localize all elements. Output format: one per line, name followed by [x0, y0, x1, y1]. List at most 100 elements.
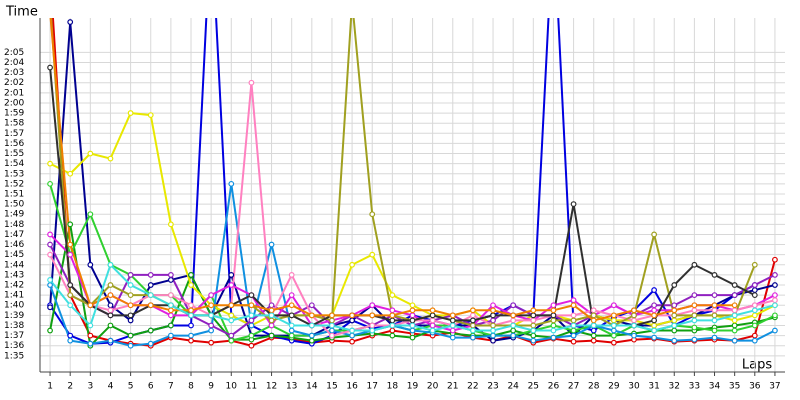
data-point — [651, 322, 658, 329]
data-point — [208, 292, 215, 299]
data-point — [731, 322, 738, 329]
data-point — [691, 317, 698, 324]
data-point — [490, 322, 496, 329]
data-point — [167, 332, 174, 339]
data-point — [570, 317, 577, 324]
data-point — [228, 302, 235, 309]
data-point — [550, 317, 557, 324]
data-point — [449, 312, 456, 319]
data-point — [731, 292, 738, 299]
data-point — [228, 337, 235, 344]
x-tick-label: 2 — [67, 382, 73, 392]
data-point — [167, 221, 174, 228]
data-point — [651, 302, 658, 309]
data-point — [369, 302, 376, 309]
x-tick-label: 16 — [346, 382, 358, 392]
data-point — [369, 312, 376, 319]
data-point — [490, 317, 496, 324]
data-point — [731, 302, 738, 309]
data-point — [107, 282, 114, 288]
y-tick-label: 1:50 — [4, 200, 24, 210]
data-point — [248, 302, 255, 309]
data-point — [47, 64, 53, 71]
data-point — [590, 337, 597, 344]
data-point — [631, 312, 637, 319]
data-point — [651, 327, 658, 334]
data-point — [470, 307, 476, 314]
y-tick-label: 1:55 — [4, 149, 24, 159]
data-point — [127, 312, 134, 319]
data-point — [751, 312, 758, 319]
data-point — [308, 312, 315, 319]
data-point — [772, 256, 778, 263]
data-point — [188, 302, 194, 309]
x-tick-label: 34 — [709, 382, 721, 392]
data-point — [288, 272, 295, 278]
data-point — [67, 292, 74, 299]
data-point — [691, 261, 698, 268]
data-point — [308, 322, 315, 329]
x-tick-label: 31 — [648, 382, 659, 392]
x-tick-label: 12 — [266, 382, 277, 392]
data-point — [389, 327, 396, 334]
data-point — [711, 292, 718, 299]
data-point — [349, 317, 355, 324]
y-tick-label: 1:52 — [4, 179, 24, 189]
data-point — [510, 312, 517, 319]
data-point — [87, 211, 94, 218]
data-point — [751, 261, 758, 268]
data-point — [530, 317, 537, 324]
data-point — [409, 322, 416, 329]
data-point — [409, 302, 416, 309]
y-tick-label: 1:35 — [4, 351, 24, 361]
data-point — [288, 292, 295, 299]
data-point — [167, 292, 174, 299]
y-tick-label: 1:40 — [4, 301, 24, 311]
data-point — [167, 322, 174, 329]
data-point — [87, 340, 94, 347]
data-point — [470, 334, 476, 341]
data-point — [147, 292, 154, 299]
data-point — [550, 307, 557, 314]
data-point — [147, 302, 154, 309]
data-point — [610, 322, 617, 329]
data-point — [349, 312, 355, 319]
data-point — [47, 241, 53, 248]
y-tick-label: 2:05 — [4, 48, 24, 58]
y-tick-label: 2:00 — [4, 98, 24, 108]
data-point — [570, 302, 577, 309]
data-point — [288, 312, 295, 319]
x-tick-label: 24 — [507, 382, 519, 392]
data-point — [751, 332, 758, 339]
data-point — [67, 337, 74, 344]
x-tick-label: 33 — [689, 382, 700, 392]
data-point — [67, 170, 74, 177]
x-tick-label: 17 — [367, 382, 378, 392]
data-point — [550, 334, 557, 341]
data-point — [208, 339, 215, 346]
data-point — [772, 312, 778, 319]
data-point — [167, 272, 174, 278]
data-point — [751, 302, 758, 309]
data-point — [429, 317, 436, 324]
data-point — [731, 307, 738, 314]
data-point — [47, 180, 53, 187]
y-tick-label: 1:51 — [4, 189, 24, 199]
data-point — [127, 292, 134, 299]
data-point — [268, 312, 275, 319]
data-point — [711, 317, 718, 324]
data-point — [530, 327, 537, 334]
data-point — [188, 322, 194, 329]
data-point — [409, 312, 416, 319]
data-point — [671, 337, 678, 344]
x-tick-label: 30 — [628, 382, 640, 392]
data-point — [147, 340, 154, 347]
y-tick-label: 1:48 — [4, 220, 24, 230]
y-tick-label: 1:46 — [4, 240, 24, 250]
data-point — [530, 307, 537, 314]
data-point — [349, 332, 355, 339]
y-tick-label: 2:03 — [4, 68, 24, 78]
data-point — [691, 307, 698, 314]
data-point — [147, 282, 154, 288]
